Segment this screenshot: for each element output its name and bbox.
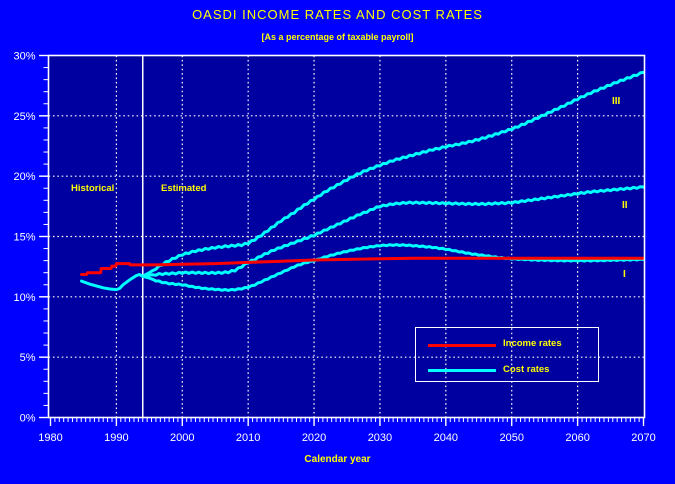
legend-box: Income rates Cost rates: [415, 327, 599, 382]
chart-title: OASDI INCOME RATES AND COST RATES: [192, 7, 483, 22]
svg-text:1980: 1980: [38, 432, 62, 444]
svg-text:2070: 2070: [631, 432, 655, 444]
alternative-2-curve-label: II: [622, 200, 628, 211]
svg-text:30%: 30%: [13, 51, 35, 63]
svg-text:0%: 0%: [20, 413, 36, 425]
estimated-annotation: Estimated: [161, 183, 207, 194]
svg-text:2000: 2000: [170, 432, 194, 444]
svg-text:2020: 2020: [302, 432, 326, 444]
cost-rates-line-swatch: [428, 369, 496, 372]
alternative-3-curve-label: III: [612, 96, 621, 107]
svg-text:2010: 2010: [236, 432, 260, 444]
svg-text:1990: 1990: [104, 432, 128, 444]
alternative-1-curve-label: I: [623, 269, 626, 280]
svg-text:2060: 2060: [565, 432, 589, 444]
x-axis-label: Calendar year: [304, 454, 371, 465]
svg-text:5%: 5%: [20, 352, 36, 364]
svg-text:20%: 20%: [13, 171, 35, 183]
svg-text:25%: 25%: [13, 111, 35, 123]
legend-label-income-rates: Income rates: [503, 338, 562, 349]
svg-text:2050: 2050: [499, 432, 523, 444]
income-rates-line-swatch: [428, 344, 496, 347]
svg-text:15%: 15%: [13, 232, 35, 244]
svg-text:2040: 2040: [434, 432, 458, 444]
svg-text:2030: 2030: [368, 432, 392, 444]
chart-subtitle: [As a percentage of taxable payroll]: [261, 32, 414, 42]
legend-label-cost-rates: Cost rates: [503, 364, 550, 375]
historical-annotation: Historical: [71, 183, 115, 194]
svg-text:10%: 10%: [13, 292, 35, 304]
